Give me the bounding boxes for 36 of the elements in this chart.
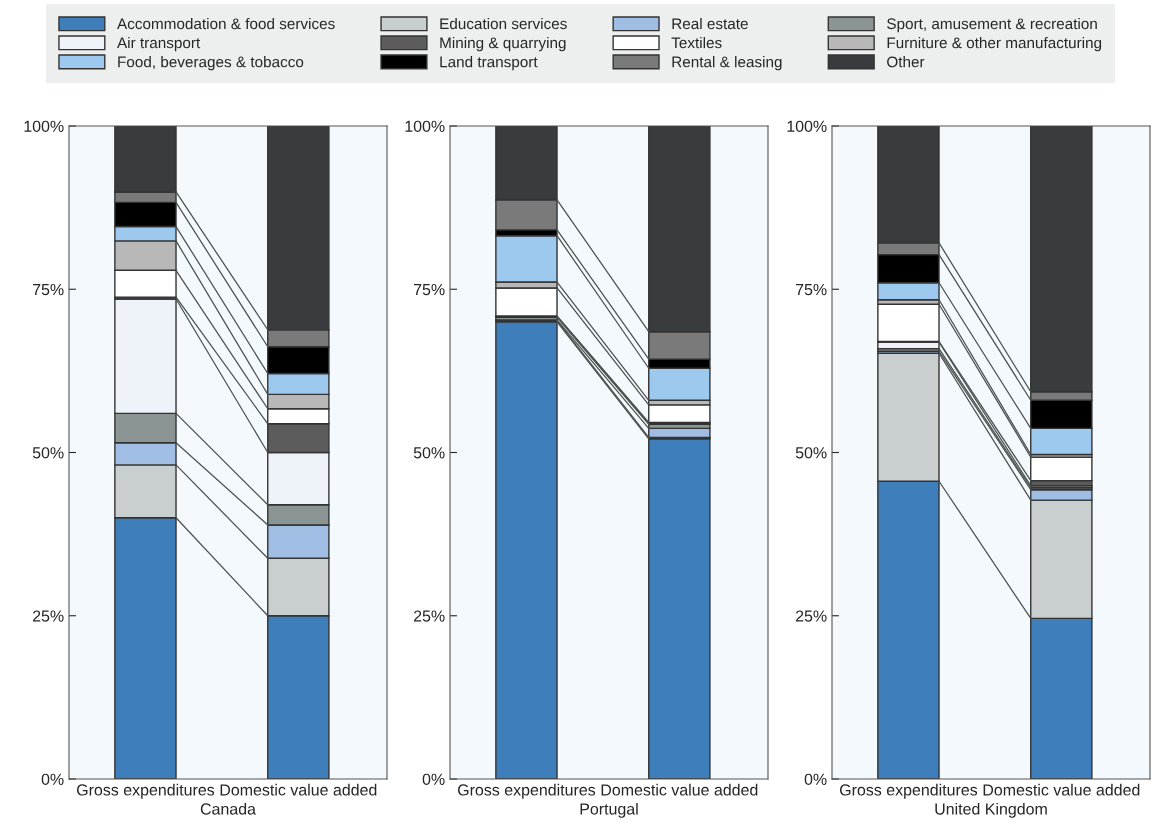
legend-label: Mining & quarrying xyxy=(440,37,566,52)
y-tick-label: 50% xyxy=(795,447,827,459)
y-tick-label: 25% xyxy=(795,610,827,622)
y-tick-label: 100% xyxy=(24,120,64,132)
legend-label: Air transport xyxy=(117,37,201,52)
y-tick-label: 50% xyxy=(32,447,64,459)
y-tick-label: 25% xyxy=(32,610,64,622)
y-tick-label: 25% xyxy=(413,610,445,622)
y-tick-label: 0% xyxy=(41,773,64,785)
y-tick-label: 100% xyxy=(787,120,827,132)
y-tick-label: 0% xyxy=(804,773,827,785)
legend-label: Real estate xyxy=(672,17,748,30)
x-tick-label: Gross expenditures xyxy=(458,783,596,799)
y-tick-label: 75% xyxy=(795,283,827,296)
y-tick-label: 50% xyxy=(413,447,445,459)
legend-label: Food, beverages & tobacco xyxy=(118,56,304,71)
x-tick-label: Domestic value added xyxy=(983,783,1140,796)
legend-label: Rental & leasing xyxy=(672,56,782,71)
legend-label: Furniture & other manufacturing xyxy=(887,37,1102,52)
legend-label: Education services xyxy=(440,17,567,30)
x-tick-label: Gross expenditures xyxy=(77,783,215,799)
y-tick-label: 75% xyxy=(413,283,445,296)
legend-label: Accommodation & food services xyxy=(117,17,335,30)
y-tick-label: 75% xyxy=(32,283,64,296)
legend-label: Other xyxy=(887,56,925,68)
y-tick-label: 0% xyxy=(422,773,445,785)
legend-label: Sport, amusement & recreation xyxy=(887,17,1097,33)
x-tick-label: Gross expenditures xyxy=(840,783,978,799)
x-axis-title: Canada xyxy=(200,802,256,815)
legend-label: Textiles xyxy=(671,37,722,49)
legend-label: Land transport xyxy=(440,56,538,71)
x-axis-title: United Kingdom xyxy=(935,802,1047,818)
x-tick-label: Domestic value added xyxy=(601,783,758,796)
y-tick-label: 100% xyxy=(405,120,445,132)
x-tick-label: Domestic value added xyxy=(220,783,377,796)
x-axis-title: Portugal xyxy=(580,802,638,818)
